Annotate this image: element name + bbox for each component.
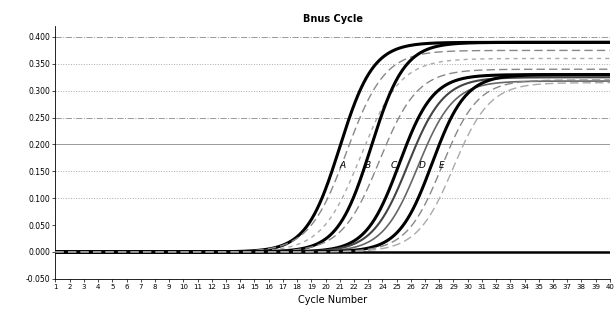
- Title: Bnus Cycle: Bnus Cycle: [302, 14, 363, 24]
- Text: C: C: [391, 161, 397, 171]
- X-axis label: Cycle Number: Cycle Number: [298, 295, 367, 304]
- Text: E: E: [439, 161, 445, 171]
- Text: D: D: [419, 161, 426, 171]
- Text: B: B: [365, 161, 371, 171]
- Text: A: A: [339, 161, 346, 171]
